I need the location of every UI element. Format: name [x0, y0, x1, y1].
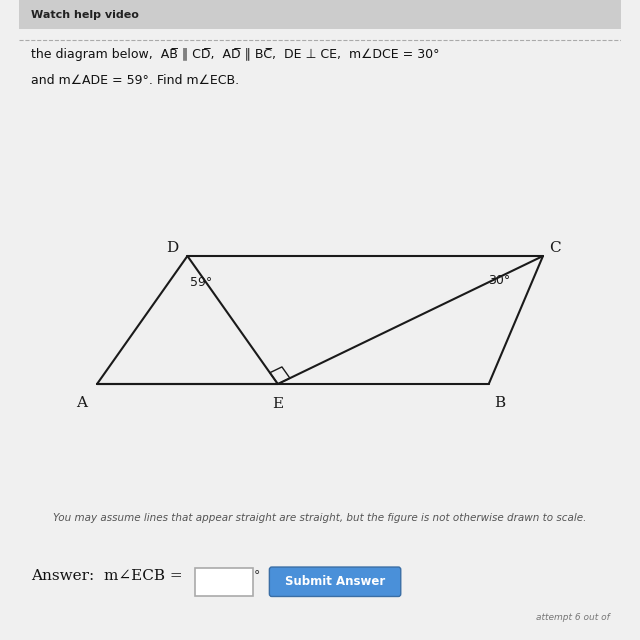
Text: 59°: 59°: [189, 276, 212, 289]
Text: Watch help video: Watch help video: [31, 10, 139, 20]
Text: D: D: [166, 241, 179, 255]
Text: B: B: [494, 396, 505, 410]
FancyBboxPatch shape: [195, 568, 253, 596]
Text: Answer:  m∠ECB =: Answer: m∠ECB =: [31, 569, 182, 583]
FancyBboxPatch shape: [269, 567, 401, 596]
Text: attempt 6 out of: attempt 6 out of: [536, 613, 609, 622]
Text: You may assume lines that appear straight are straight, but the figure is not ot: You may assume lines that appear straigh…: [53, 513, 587, 524]
Text: the diagram below,  AB̅ ∥ CD̅,  AD̅ ∥ BC̅,  DE ⊥ CE,  m∠DCE = 30°: the diagram below, AB̅ ∥ CD̅, AD̅ ∥ BC̅,…: [31, 48, 439, 61]
Text: E: E: [272, 397, 284, 412]
Text: C: C: [549, 241, 561, 255]
Text: and m∠ADE = 59°. Find m∠ECB.: and m∠ADE = 59°. Find m∠ECB.: [31, 74, 239, 86]
Text: A: A: [76, 396, 88, 410]
Bar: [19, 0, 621, 29]
Text: Submit Answer: Submit Answer: [285, 575, 385, 588]
Text: °: °: [253, 570, 260, 582]
Text: 30°: 30°: [488, 274, 511, 287]
